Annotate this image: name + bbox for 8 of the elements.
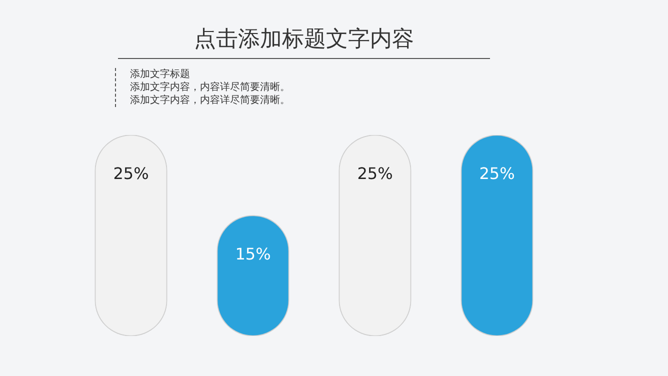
text: 添加文字标题	[130, 68, 191, 81]
data-label: 25%	[113, 164, 149, 184]
text: 添加文字内容，内容详尽简要清晰。	[130, 94, 290, 107]
text: 添加文字内容，内容详尽简要清晰。	[130, 81, 290, 94]
chart-title: 点击添加标题文字内容	[118, 24, 490, 59]
data-label: 15%	[235, 244, 271, 264]
data-label: 25%	[357, 164, 393, 184]
data-label: 25%	[479, 164, 515, 184]
